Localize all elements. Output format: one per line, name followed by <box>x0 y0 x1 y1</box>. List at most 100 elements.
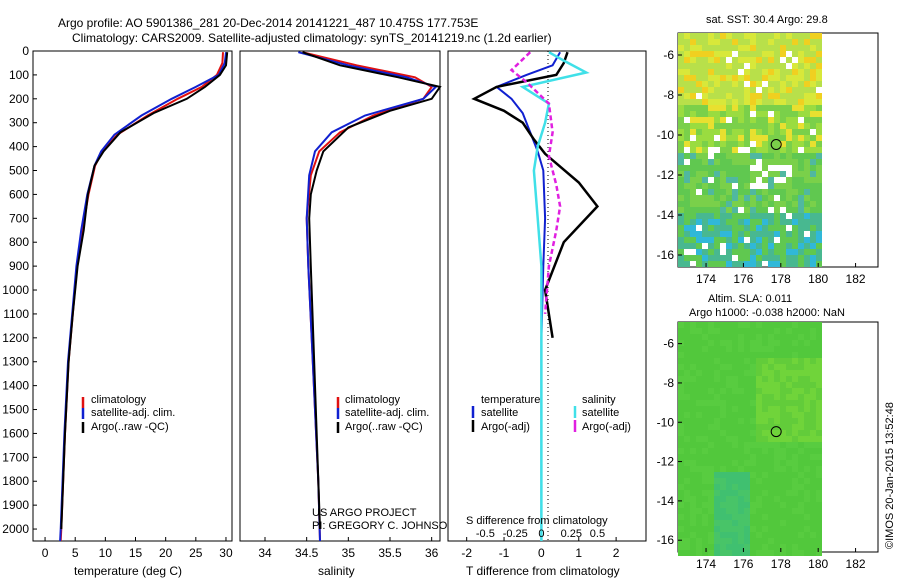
heatmap-cell <box>684 346 690 352</box>
heatmap-cell <box>756 370 762 376</box>
legend-sal-argo-label: Argo(-adj) <box>582 421 631 433</box>
heatmap-cell <box>768 388 774 394</box>
heatmap-cell <box>732 39 738 45</box>
heatmap-cell <box>720 201 726 207</box>
heatmap-cell <box>810 538 816 544</box>
legend-title-temperature: temperature <box>481 394 540 406</box>
heatmap-cell <box>702 195 708 201</box>
heatmap-cell <box>756 243 762 249</box>
heatmap-cell <box>750 454 756 460</box>
heatmap-cell <box>678 328 684 334</box>
heatmap-cell <box>810 406 816 412</box>
heatmap-cell <box>798 346 804 352</box>
heatmap-cell <box>732 123 738 129</box>
heatmap-cell <box>696 33 702 39</box>
depth-axis: 0100200300400500600700800900100011001200… <box>2 44 37 536</box>
heatmap-cell <box>738 454 744 460</box>
heatmap-cell <box>708 123 714 129</box>
heatmap-cell <box>768 484 774 490</box>
heatmap-cell <box>720 57 726 63</box>
heatmap-cell <box>732 63 738 69</box>
heatmap-cell <box>726 153 732 159</box>
heatmap-cell <box>804 57 810 63</box>
heatmap-cell <box>798 418 804 424</box>
heatmap-cell <box>684 514 690 520</box>
heatmap-cell <box>678 255 684 261</box>
heatmap-cell <box>780 243 786 249</box>
heatmap-cell <box>732 418 738 424</box>
heatmap-cell <box>714 243 720 249</box>
heatmap-cell <box>786 466 792 472</box>
heatmap-cell <box>786 382 792 388</box>
heatmap-cell <box>690 63 696 69</box>
heatmap-cell <box>798 111 804 117</box>
heatmap-cell <box>690 153 696 159</box>
sst-heatmap-cells <box>678 33 822 267</box>
heatmap-cell <box>702 358 708 364</box>
heatmap-cell <box>684 39 690 45</box>
heatmap-cell <box>816 201 822 207</box>
heatmap-cell <box>774 502 780 508</box>
heatmap-cell <box>690 526 696 532</box>
heatmap-cell <box>684 195 690 201</box>
heatmap-cell <box>684 261 690 267</box>
heatmap-cell <box>816 376 822 382</box>
heatmap-cell <box>816 255 822 261</box>
heatmap-cell <box>732 45 738 51</box>
heatmap-cell <box>792 412 798 418</box>
heatmap-cell <box>702 69 708 75</box>
heatmap-cell <box>708 322 714 328</box>
heatmap-cell <box>726 45 732 51</box>
heatmap-cell <box>702 147 708 153</box>
heatmap-cell <box>816 364 822 370</box>
heatmap-cell <box>714 195 720 201</box>
heatmap-cell <box>786 406 792 412</box>
heatmap-cell <box>738 243 744 249</box>
heatmap-cell <box>738 442 744 448</box>
heatmap-cell <box>744 159 750 165</box>
heatmap-cell <box>762 243 768 249</box>
heatmap-cell <box>762 454 768 460</box>
heatmap-cell <box>678 454 684 460</box>
heatmap-cell <box>744 225 750 231</box>
heatmap-cell <box>714 376 720 382</box>
legend-climatology-label: climatology <box>345 394 401 406</box>
legend-satellite-label: satellite-adj. clim. <box>345 407 429 419</box>
heatmap-cell <box>810 225 816 231</box>
heatmap-cell <box>720 117 726 123</box>
heatmap-cell <box>804 123 810 129</box>
heatmap-cell <box>720 219 726 225</box>
heatmap-cell <box>708 382 714 388</box>
heatmap-cell <box>690 177 696 183</box>
heatmap-cell <box>708 171 714 177</box>
heatmap-cell <box>702 231 708 237</box>
heatmap-cell <box>810 141 816 147</box>
heatmap-cell <box>768 135 774 141</box>
legend-sal-satellite-label: satellite <box>582 407 619 419</box>
heatmap-cell <box>696 340 702 346</box>
heatmap-cell <box>768 460 774 466</box>
heatmap-cell <box>714 183 720 189</box>
heatmap-cell <box>810 508 816 514</box>
heatmap-cell <box>738 340 744 346</box>
heatmap-cell <box>714 418 720 424</box>
heatmap-cell <box>678 340 684 346</box>
heatmap-cell <box>810 117 816 123</box>
heatmap-cell <box>768 243 774 249</box>
heatmap-cell <box>798 376 804 382</box>
heatmap-cell <box>732 454 738 460</box>
heatmap-cell <box>684 370 690 376</box>
heatmap-cell <box>786 75 792 81</box>
heatmap-cell <box>732 261 738 267</box>
heatmap-cell <box>714 538 720 544</box>
x-tick-label: 15 <box>129 546 143 560</box>
heatmap-cell <box>744 460 750 466</box>
heatmap-cell <box>774 39 780 45</box>
heatmap-cell <box>786 496 792 502</box>
heatmap-cell <box>816 466 822 472</box>
heatmap-cell <box>780 484 786 490</box>
difference-legend: temperature salinity satellite Argo(-adj… <box>471 394 631 433</box>
heatmap-cell <box>786 364 792 370</box>
heatmap-cell <box>816 514 822 520</box>
heatmap-cell <box>684 171 690 177</box>
